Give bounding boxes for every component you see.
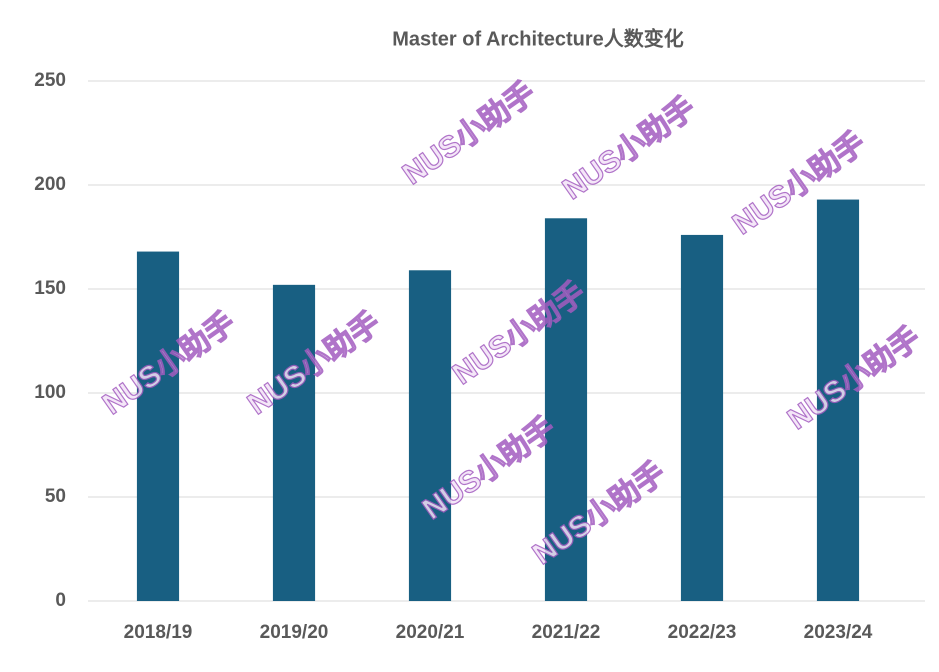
x-tick-label: 2019/20	[260, 622, 329, 643]
y-tick-label: 50	[45, 486, 66, 507]
y-tick-label: 0	[55, 590, 66, 611]
y-tick-label: 100	[34, 382, 66, 403]
watermark: NUS小助手	[557, 91, 702, 206]
x-tick-label: 2023/24	[804, 622, 873, 643]
bar	[272, 284, 316, 601]
x-tick-label: 2022/23	[668, 622, 737, 643]
y-tick-label: 150	[34, 278, 66, 299]
bar	[680, 234, 724, 602]
bar	[544, 218, 588, 601]
x-tick-label: 2020/21	[396, 622, 465, 643]
watermark: NUS小助手	[397, 76, 542, 191]
x-tick-label: 2021/22	[532, 622, 601, 643]
x-tick-label: 2018/19	[124, 622, 193, 643]
bar	[408, 270, 452, 601]
bar	[136, 251, 180, 601]
bar	[816, 199, 860, 601]
y-tick-label: 250	[34, 70, 66, 91]
y-tick-label: 200	[34, 174, 66, 195]
chart-title: Master of Architecture人数变化	[392, 26, 684, 50]
